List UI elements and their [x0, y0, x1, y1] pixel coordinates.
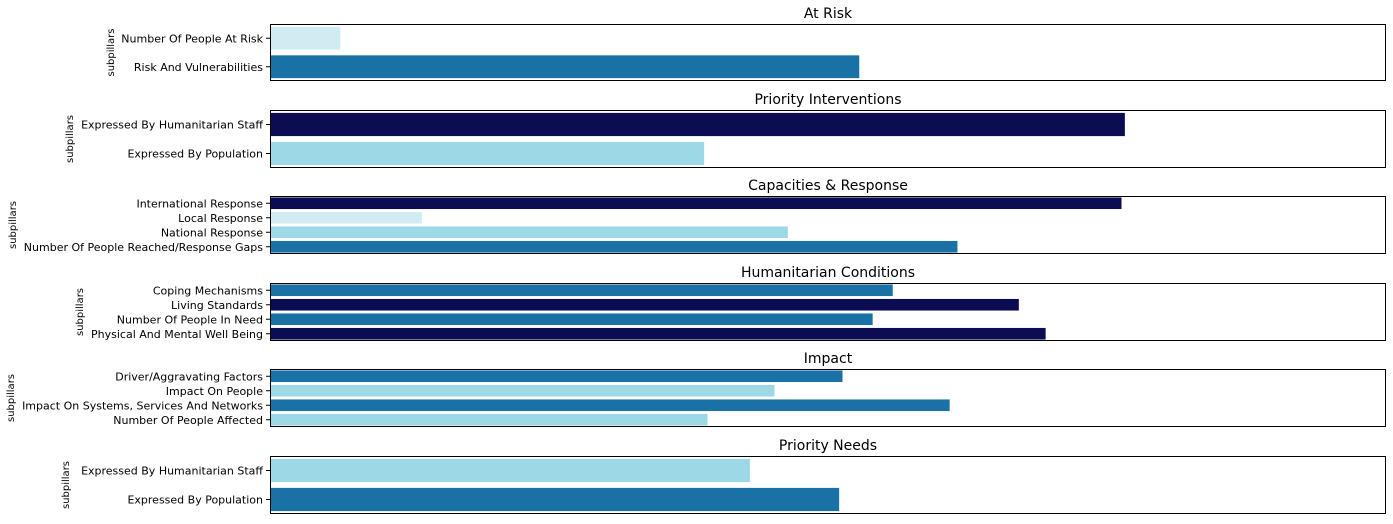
plot-frame: [270, 110, 1386, 168]
y-tick-label: Living Standards: [171, 299, 263, 312]
y-axis-label: subpillars: [6, 374, 17, 422]
y-tick-label: Number Of People At Risk: [121, 32, 263, 45]
chart-panel-1: At Risk Number Of People At Risk Risk And …: [106, 6, 1386, 81]
plot-frame: [270, 24, 1386, 81]
y-tick-label: Expressed By Humanitarian Staff: [81, 119, 263, 132]
chart-panel-6: Priority Needs Expressed By Humanitarian …: [61, 438, 1386, 514]
panel-title: At Risk: [804, 6, 853, 22]
bar-4: [270, 327, 1046, 340]
chart-panel-3: Capacities & Response International Respo…: [8, 178, 1386, 254]
y-tick-label: Number Of People In Need: [117, 313, 263, 326]
bar-2: [270, 211, 422, 224]
y-tick-label: Local Response: [178, 212, 263, 225]
bar-2: [270, 141, 705, 166]
panel-title: Humanitarian Conditions: [741, 265, 915, 281]
panel-title: Impact: [804, 351, 853, 367]
plot-frame: [270, 283, 1386, 341]
bar-1: [270, 112, 1125, 137]
y-tick-label: International Response: [136, 197, 263, 210]
y-tick-label: Coping Mechanisms: [153, 284, 263, 297]
y-tick-label: Number Of People Affected: [113, 414, 263, 427]
y-tick-label: Risk And Vulnerabilities: [134, 61, 263, 74]
bar-1: [270, 26, 341, 50]
panel-title: Priority Interventions: [754, 92, 901, 108]
bar-4: [270, 413, 708, 426]
y-axis-label: subpillars: [65, 115, 76, 163]
bar-2: [270, 487, 840, 512]
bar-2: [270, 55, 860, 79]
bar-3: [270, 399, 950, 412]
panel-title: Priority Needs: [779, 438, 877, 454]
bar-1: [270, 370, 843, 383]
y-tick-label: Impact On Systems, Services And Networks: [22, 399, 263, 412]
chart-panel-2: Priority Interventions Expressed By Human…: [65, 92, 1386, 168]
plot-frame: [270, 456, 1386, 514]
y-axis-label: subpillars: [8, 201, 19, 249]
chart-panel-4: Humanitarian Conditions Coping Mechanisms…: [75, 265, 1386, 341]
y-tick-label: Expressed By Humanitarian Staff: [81, 465, 263, 478]
plot-frame: [270, 196, 1386, 254]
y-axis-label: subpillars: [106, 28, 117, 76]
y-tick-label: Expressed By Population: [127, 148, 263, 161]
bar-4: [270, 240, 958, 253]
y-tick-label: Driver/Aggravating Factors: [115, 370, 263, 383]
bar-2: [270, 384, 775, 397]
bar-1: [270, 197, 1122, 210]
bar-1: [270, 458, 750, 483]
y-tick-label: Number Of People Reached/Response Gaps: [24, 241, 263, 254]
bar-3: [270, 226, 788, 239]
y-tick-label: Expressed By Population: [127, 494, 263, 507]
bar-3: [270, 313, 873, 326]
bar-2: [270, 298, 1019, 311]
chart-panel-5: Impact Driver/Aggravating Factors Impact O…: [6, 351, 1386, 427]
y-axis-label: subpillars: [75, 288, 86, 336]
y-tick-label: National Response: [161, 226, 263, 239]
y-tick-label: Impact On People: [166, 385, 263, 398]
panel-title: Capacities & Response: [748, 178, 908, 194]
plot-frame: [270, 369, 1386, 427]
y-axis-label: subpillars: [61, 461, 72, 509]
bar-1: [270, 284, 893, 297]
y-tick-label: Physical And Mental Well Being: [91, 328, 263, 341]
